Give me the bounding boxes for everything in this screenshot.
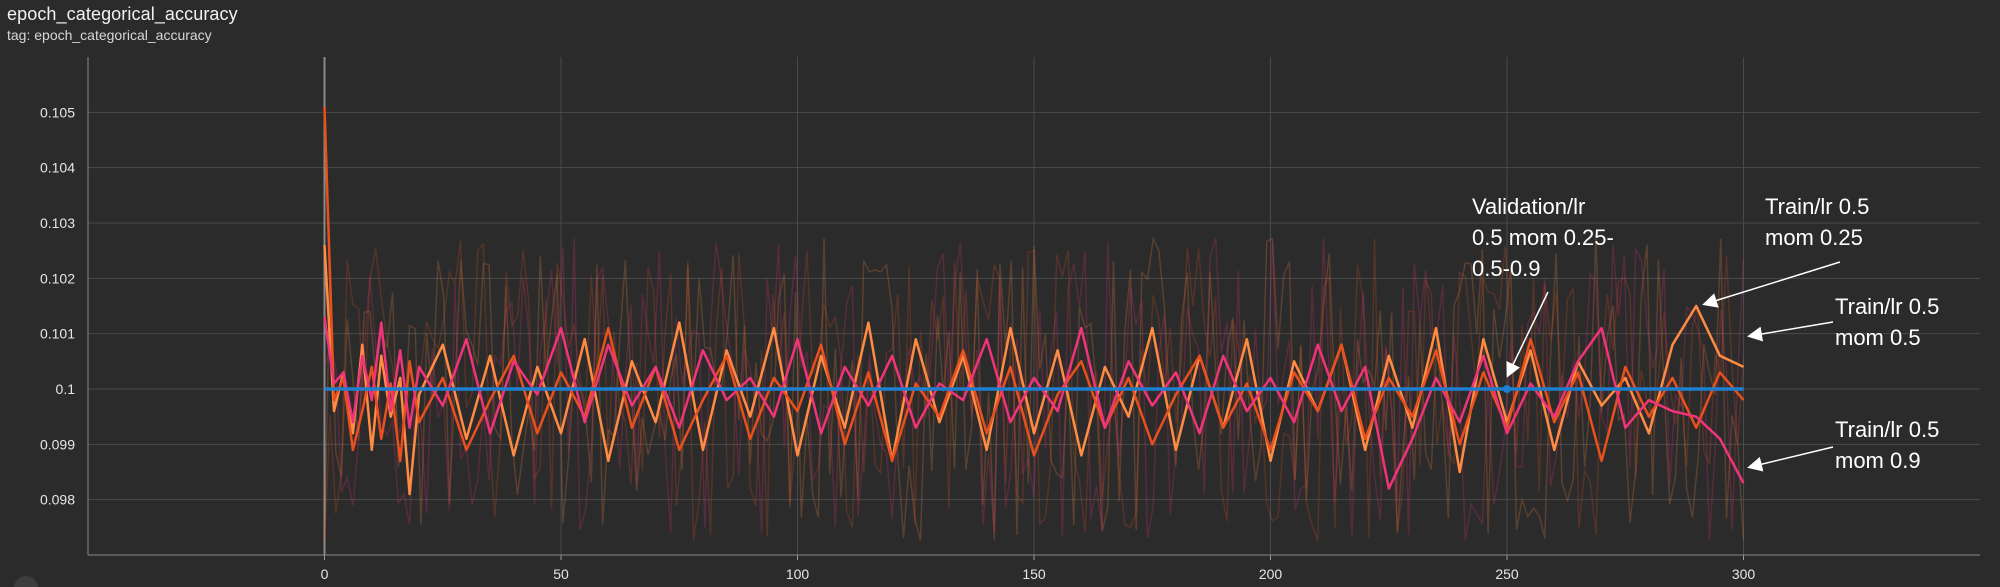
y-tick-label: 0.101 xyxy=(40,326,75,342)
y-tick-label: 0.1 xyxy=(56,381,76,397)
x-tick-label: 50 xyxy=(553,566,569,582)
annotation-arrow xyxy=(1747,321,1834,342)
annotation-text: mom 0.25 xyxy=(1765,225,1863,250)
series-line-2 xyxy=(323,316,1745,490)
x-tick-label: 0 xyxy=(321,566,329,582)
annotation-text: Train/lr 0.5 xyxy=(1765,194,1869,219)
card-title: epoch_categorical_accuracy xyxy=(7,4,238,24)
y-tick-label: 0.104 xyxy=(40,160,75,176)
x-tick-label: 100 xyxy=(786,566,810,582)
raw-noise-line xyxy=(323,237,1745,541)
y-tick-label: 0.103 xyxy=(40,215,75,231)
annotation-text: mom 0.9 xyxy=(1835,448,1921,473)
raw-series-noise xyxy=(323,236,1745,542)
card-tag: tag: epoch_categorical_accuracy xyxy=(7,27,212,43)
raw-noise-line xyxy=(323,238,1745,541)
series-line-0 xyxy=(323,245,1745,496)
annotation-arrow xyxy=(1702,261,1841,308)
annotation-text: Validation/lr xyxy=(1472,194,1585,219)
raw-noise-line xyxy=(323,236,1745,542)
y-tick-label: 0.102 xyxy=(40,270,75,286)
x-tick-label: 150 xyxy=(1022,566,1046,582)
annotation-text: 0.5-0.9 xyxy=(1472,256,1541,281)
x-tick-label: 250 xyxy=(1495,566,1519,582)
annotation-text: 0.5 mom 0.25- xyxy=(1472,225,1614,250)
y-tick-label: 0.099 xyxy=(40,436,75,452)
series-lines xyxy=(323,106,1745,496)
y-tick-label: 0.105 xyxy=(40,104,75,120)
y-tick-label: 0.098 xyxy=(40,492,75,508)
x-tick-label: 200 xyxy=(1259,566,1283,582)
tick-labels: 0.098 0.099 0.1 0.101 0.102 0.103 0.104 0.105 0 5… xyxy=(40,104,1755,582)
validation-marker xyxy=(1503,385,1511,393)
x-tick-label: 300 xyxy=(1732,566,1756,582)
annotation-text: Train/lr 0.5 xyxy=(1835,417,1939,442)
axes xyxy=(87,57,1980,560)
corner-control-icon[interactable] xyxy=(14,576,38,587)
annotation-arrow xyxy=(1747,446,1834,472)
annotation-text: Train/lr 0.5 xyxy=(1835,294,1939,319)
annotations: Validation/lr 0.5 mom 0.25- 0.5-0.9 Train/l… xyxy=(1472,194,1939,473)
series-line-1 xyxy=(323,106,1745,463)
annotation-arrow xyxy=(1506,291,1549,378)
annotation-text: mom 0.5 xyxy=(1835,325,1921,350)
